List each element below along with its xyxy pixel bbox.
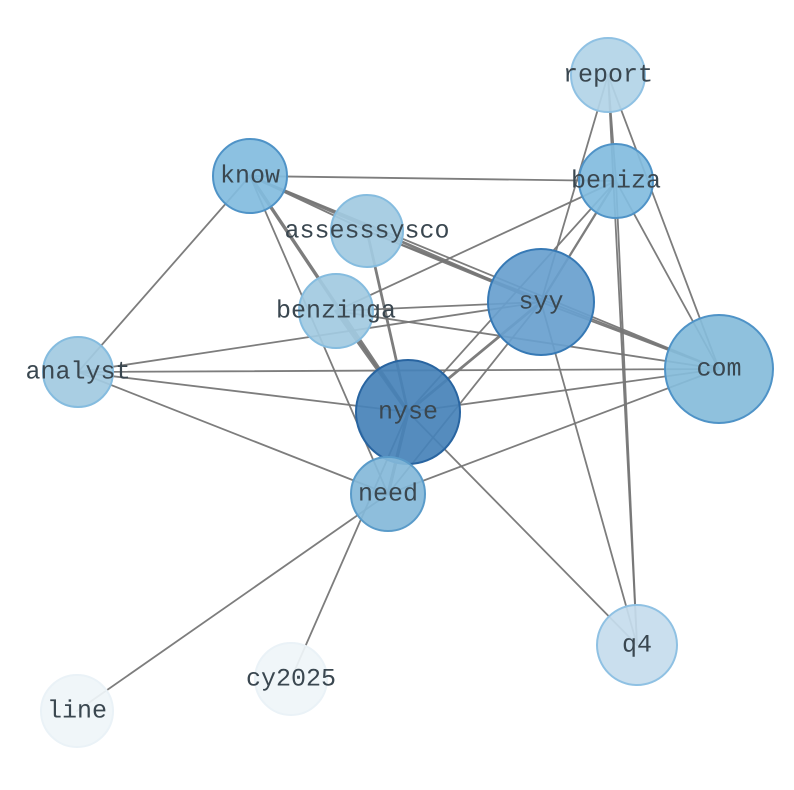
- svg-text:beniza: beniza: [571, 167, 661, 196]
- svg-text:report: report: [563, 61, 653, 90]
- svg-text:cy2025: cy2025: [246, 665, 336, 694]
- svg-text:need: need: [358, 480, 418, 509]
- svg-text:line: line: [47, 697, 107, 726]
- svg-text:know: know: [220, 162, 280, 191]
- svg-text:syy: syy: [518, 288, 563, 317]
- svg-text:q4: q4: [622, 631, 652, 660]
- svg-text:com: com: [696, 355, 741, 384]
- svg-text:nyse: nyse: [378, 398, 438, 427]
- svg-text:analyst: analyst: [25, 358, 130, 387]
- svg-text:assesssysco: assesssysco: [284, 217, 449, 246]
- svg-text:benzinga: benzinga: [276, 297, 396, 326]
